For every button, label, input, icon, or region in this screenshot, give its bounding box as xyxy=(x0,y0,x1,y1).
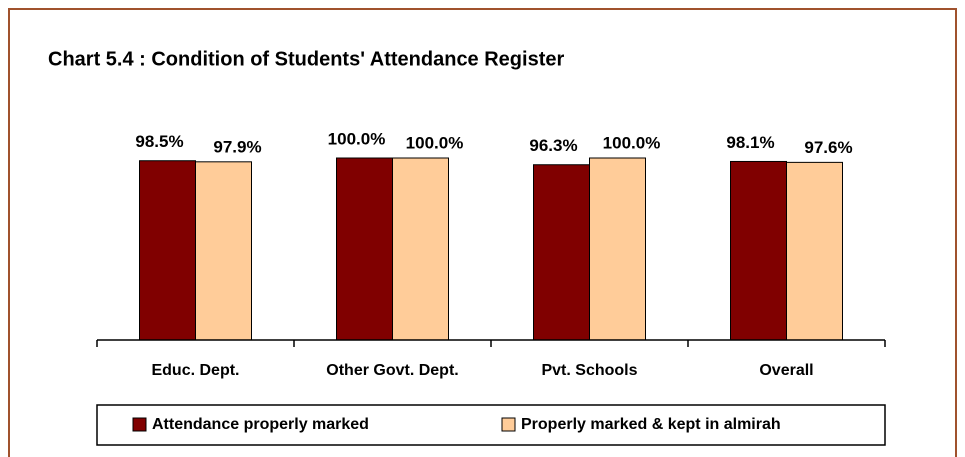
x-tick-label: Pvt. Schools xyxy=(541,362,637,379)
value-label: 98.1% xyxy=(726,133,774,152)
bar xyxy=(730,160,787,341)
legend-box xyxy=(96,404,886,446)
value-label: 100.0% xyxy=(328,129,386,148)
bar xyxy=(392,157,449,341)
value-label: 100.0% xyxy=(603,133,661,152)
x-tick-label: Other Govt. Dept. xyxy=(326,362,458,379)
bar xyxy=(533,164,590,341)
value-label: 96.3% xyxy=(529,136,577,155)
chart-title: Chart 5.4 : Condition of Students' Atten… xyxy=(48,48,564,70)
value-label: 98.5% xyxy=(135,132,183,151)
bar xyxy=(786,161,843,341)
bar xyxy=(589,157,646,341)
legend-swatch xyxy=(132,417,147,432)
value-label: 97.6% xyxy=(804,138,852,157)
x-tick-label: Overall xyxy=(759,362,813,379)
legend-label: Attendance properly marked xyxy=(152,416,369,433)
bar xyxy=(139,160,196,341)
legend-label: Properly marked & kept in almirah xyxy=(521,416,781,433)
legend-swatch xyxy=(501,417,516,432)
value-label: 100.0% xyxy=(406,133,464,152)
value-label: 97.9% xyxy=(213,137,261,156)
bar xyxy=(336,157,393,341)
bar xyxy=(195,161,252,341)
x-tick-label: Educ. Dept. xyxy=(151,362,239,379)
frame xyxy=(8,8,957,457)
